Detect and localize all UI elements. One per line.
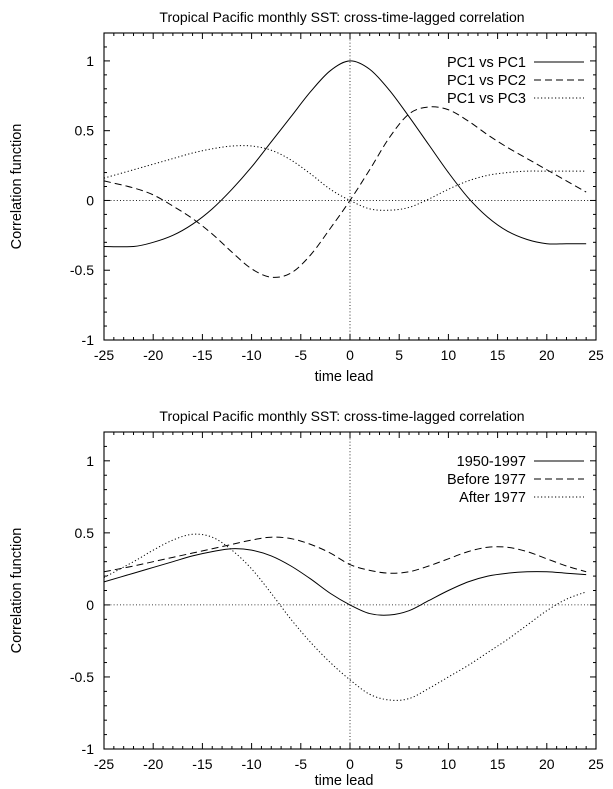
series-line-2	[103, 536, 587, 574]
x-tick-label: 5	[395, 347, 403, 363]
legend-label: PC1 vs PC2	[447, 73, 526, 89]
y-axis-label: Correlation function	[9, 528, 25, 654]
x-tick-label: 20	[539, 756, 555, 772]
y-tick-label: -1	[82, 332, 95, 348]
y-tick-label: -1	[82, 741, 95, 757]
x-axis-label: time lead	[315, 773, 374, 789]
x-tick-label: -25	[94, 756, 114, 772]
chart-title: Tropical Pacific monthly SST: cross-time…	[159, 9, 524, 25]
series-line-1	[103, 548, 587, 616]
series-line-3	[103, 533, 587, 701]
x-tick-label: 25	[588, 347, 604, 363]
x-tick-label: -10	[241, 756, 261, 772]
x-tick-label: 10	[441, 756, 457, 772]
legend-label: Before 1977	[447, 472, 526, 488]
x-tick-label: -5	[295, 756, 308, 772]
y-tick-label: 1	[86, 53, 94, 69]
y-tick-label: 0	[86, 192, 94, 208]
legend-label: PC1 vs PC1	[447, 55, 526, 71]
y-tick-label: 0	[86, 597, 94, 613]
x-axis-label: time lead	[315, 369, 374, 385]
x-tick-label: 15	[490, 347, 506, 363]
x-tick-label: -15	[192, 347, 212, 363]
x-tick-label: -20	[143, 347, 163, 363]
y-tick-label: -0.5	[70, 669, 94, 685]
x-tick-label: 0	[346, 347, 354, 363]
x-tick-label: 15	[490, 756, 506, 772]
y-tick-label: 0.5	[75, 525, 95, 541]
y-tick-label: 0.5	[75, 123, 95, 139]
chart-title: Tropical Pacific monthly SST: cross-time…	[159, 408, 524, 424]
x-tick-label: -20	[143, 756, 163, 772]
x-tick-label: -25	[94, 347, 114, 363]
legend-label: After 1977	[459, 490, 526, 506]
chart-panel-top: Tropical Pacific monthly SST: cross-time…	[9, 9, 604, 385]
x-tick-label: 5	[395, 756, 403, 772]
x-tick-label: -5	[295, 347, 308, 363]
x-tick-label: 0	[346, 756, 354, 772]
y-tick-label: 1	[86, 453, 94, 469]
y-tick-label: -0.5	[70, 262, 94, 278]
series-line-3	[103, 145, 587, 211]
series-line-2	[103, 106, 587, 278]
x-tick-label: 20	[539, 347, 555, 363]
legend-label: PC1 vs PC3	[447, 91, 526, 107]
x-tick-label: 25	[588, 756, 604, 772]
y-axis-label: Correlation function	[9, 124, 25, 250]
series-line-1	[103, 60, 587, 248]
x-tick-label: -10	[241, 347, 261, 363]
chart-panel-bottom: Tropical Pacific monthly SST: cross-time…	[9, 408, 604, 789]
x-tick-label: 10	[441, 347, 457, 363]
x-tick-label: -15	[192, 756, 212, 772]
legend-label: 1950-1997	[457, 454, 526, 470]
